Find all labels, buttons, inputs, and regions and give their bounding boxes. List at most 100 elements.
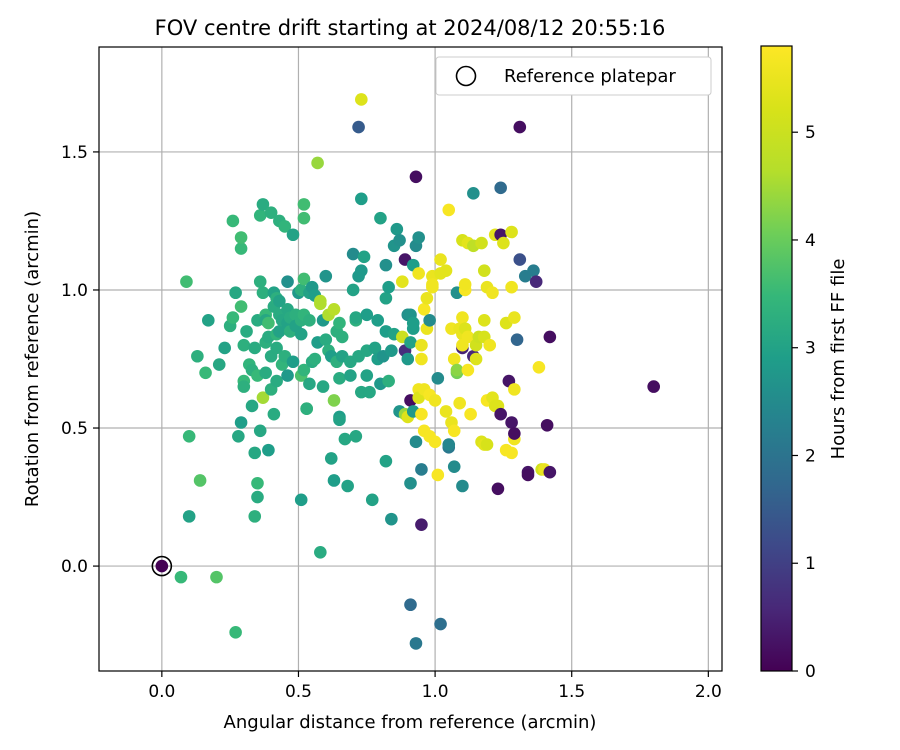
data-point xyxy=(469,352,483,366)
data-point xyxy=(521,468,535,482)
x-axis-ticks: 0.0 0.5 1.0 1.5 2.0 xyxy=(148,671,722,702)
data-point xyxy=(155,559,169,573)
data-point xyxy=(212,358,226,371)
data-point xyxy=(409,435,423,449)
data-point xyxy=(371,314,385,327)
data-point xyxy=(210,570,223,584)
data-point xyxy=(294,327,308,341)
data-point xyxy=(319,333,333,346)
data-point xyxy=(412,267,425,280)
data-point xyxy=(193,474,207,487)
data-point xyxy=(477,264,491,277)
data-point xyxy=(360,308,374,322)
data-point xyxy=(510,333,524,346)
data-point xyxy=(396,275,409,288)
data-point xyxy=(428,394,442,407)
data-point xyxy=(248,510,262,523)
data-point xyxy=(341,479,354,493)
data-point xyxy=(461,330,475,344)
data-point xyxy=(404,476,417,490)
data-point xyxy=(240,325,253,338)
data-point xyxy=(270,341,283,355)
data-point xyxy=(368,341,382,355)
data-point xyxy=(447,352,461,366)
data-point xyxy=(237,380,251,393)
data-point xyxy=(360,369,374,382)
colorbar-tick-label: 5 xyxy=(805,123,816,143)
data-point xyxy=(456,479,469,493)
data-point xyxy=(297,272,311,286)
data-point xyxy=(226,214,240,228)
legend-marker-icon xyxy=(455,65,477,87)
data-point xyxy=(404,336,417,349)
data-point xyxy=(647,380,660,393)
y-tick-label: 0.0 xyxy=(61,557,88,577)
data-point xyxy=(456,311,469,324)
data-point xyxy=(256,286,270,300)
data-point xyxy=(415,338,428,352)
data-point xyxy=(346,247,360,261)
data-point xyxy=(379,454,393,468)
data-point xyxy=(324,452,338,465)
data-point xyxy=(486,286,499,300)
data-point xyxy=(355,93,368,106)
data-point xyxy=(543,330,557,344)
colorbar-label: Hours from first FF file xyxy=(828,259,849,460)
data-point xyxy=(327,303,341,316)
data-point xyxy=(234,416,248,429)
data-point xyxy=(234,231,248,244)
data-point xyxy=(409,637,423,650)
data-point xyxy=(527,264,540,277)
chart-title: FOV centre drift starting at 2024/08/12 … xyxy=(155,16,666,40)
data-point xyxy=(201,314,215,327)
data-point xyxy=(245,399,259,413)
data-point xyxy=(382,374,395,388)
legend: Reference platepar xyxy=(435,56,712,96)
data-point xyxy=(508,311,521,324)
data-point xyxy=(453,396,466,410)
data-point xyxy=(300,402,313,415)
data-point xyxy=(297,363,311,377)
data-point xyxy=(385,512,398,526)
data-point xyxy=(363,385,376,399)
y-tick-label: 0.5 xyxy=(61,419,88,439)
data-point xyxy=(297,211,311,225)
data-point xyxy=(286,228,300,242)
data-point xyxy=(464,407,477,421)
data-point xyxy=(431,372,445,385)
data-point xyxy=(191,349,204,363)
x-axis-label: Angular distance from reference (arcmin) xyxy=(224,712,597,733)
data-point xyxy=(513,253,527,266)
data-point xyxy=(262,443,275,457)
data-point xyxy=(401,352,415,366)
data-point xyxy=(229,286,242,300)
data-point xyxy=(229,626,242,639)
legend-box xyxy=(435,56,712,96)
data-point xyxy=(415,352,428,366)
data-point xyxy=(174,570,188,584)
y-tick-label: 1.5 xyxy=(61,143,88,163)
data-point xyxy=(447,460,461,473)
data-point xyxy=(355,192,368,206)
data-point xyxy=(431,468,445,482)
data-point xyxy=(439,405,453,418)
data-point xyxy=(218,341,231,355)
data-point xyxy=(259,366,272,380)
data-point xyxy=(248,446,262,460)
data-point xyxy=(253,424,267,438)
x-tick-label: 0.0 xyxy=(148,682,175,702)
data-point xyxy=(415,518,428,531)
data-point xyxy=(393,233,406,247)
data-point xyxy=(434,253,447,266)
data-point xyxy=(505,446,518,460)
data-point xyxy=(303,377,316,391)
colorbar: 0 1 2 3 4 5 Hours from first FF file xyxy=(760,45,849,682)
data-point xyxy=(346,283,360,297)
data-point xyxy=(505,225,518,239)
data-point xyxy=(281,275,294,288)
data-point xyxy=(267,407,281,421)
data-point xyxy=(494,181,507,195)
data-point xyxy=(404,598,417,612)
data-point xyxy=(234,300,248,313)
data-point xyxy=(273,294,286,308)
